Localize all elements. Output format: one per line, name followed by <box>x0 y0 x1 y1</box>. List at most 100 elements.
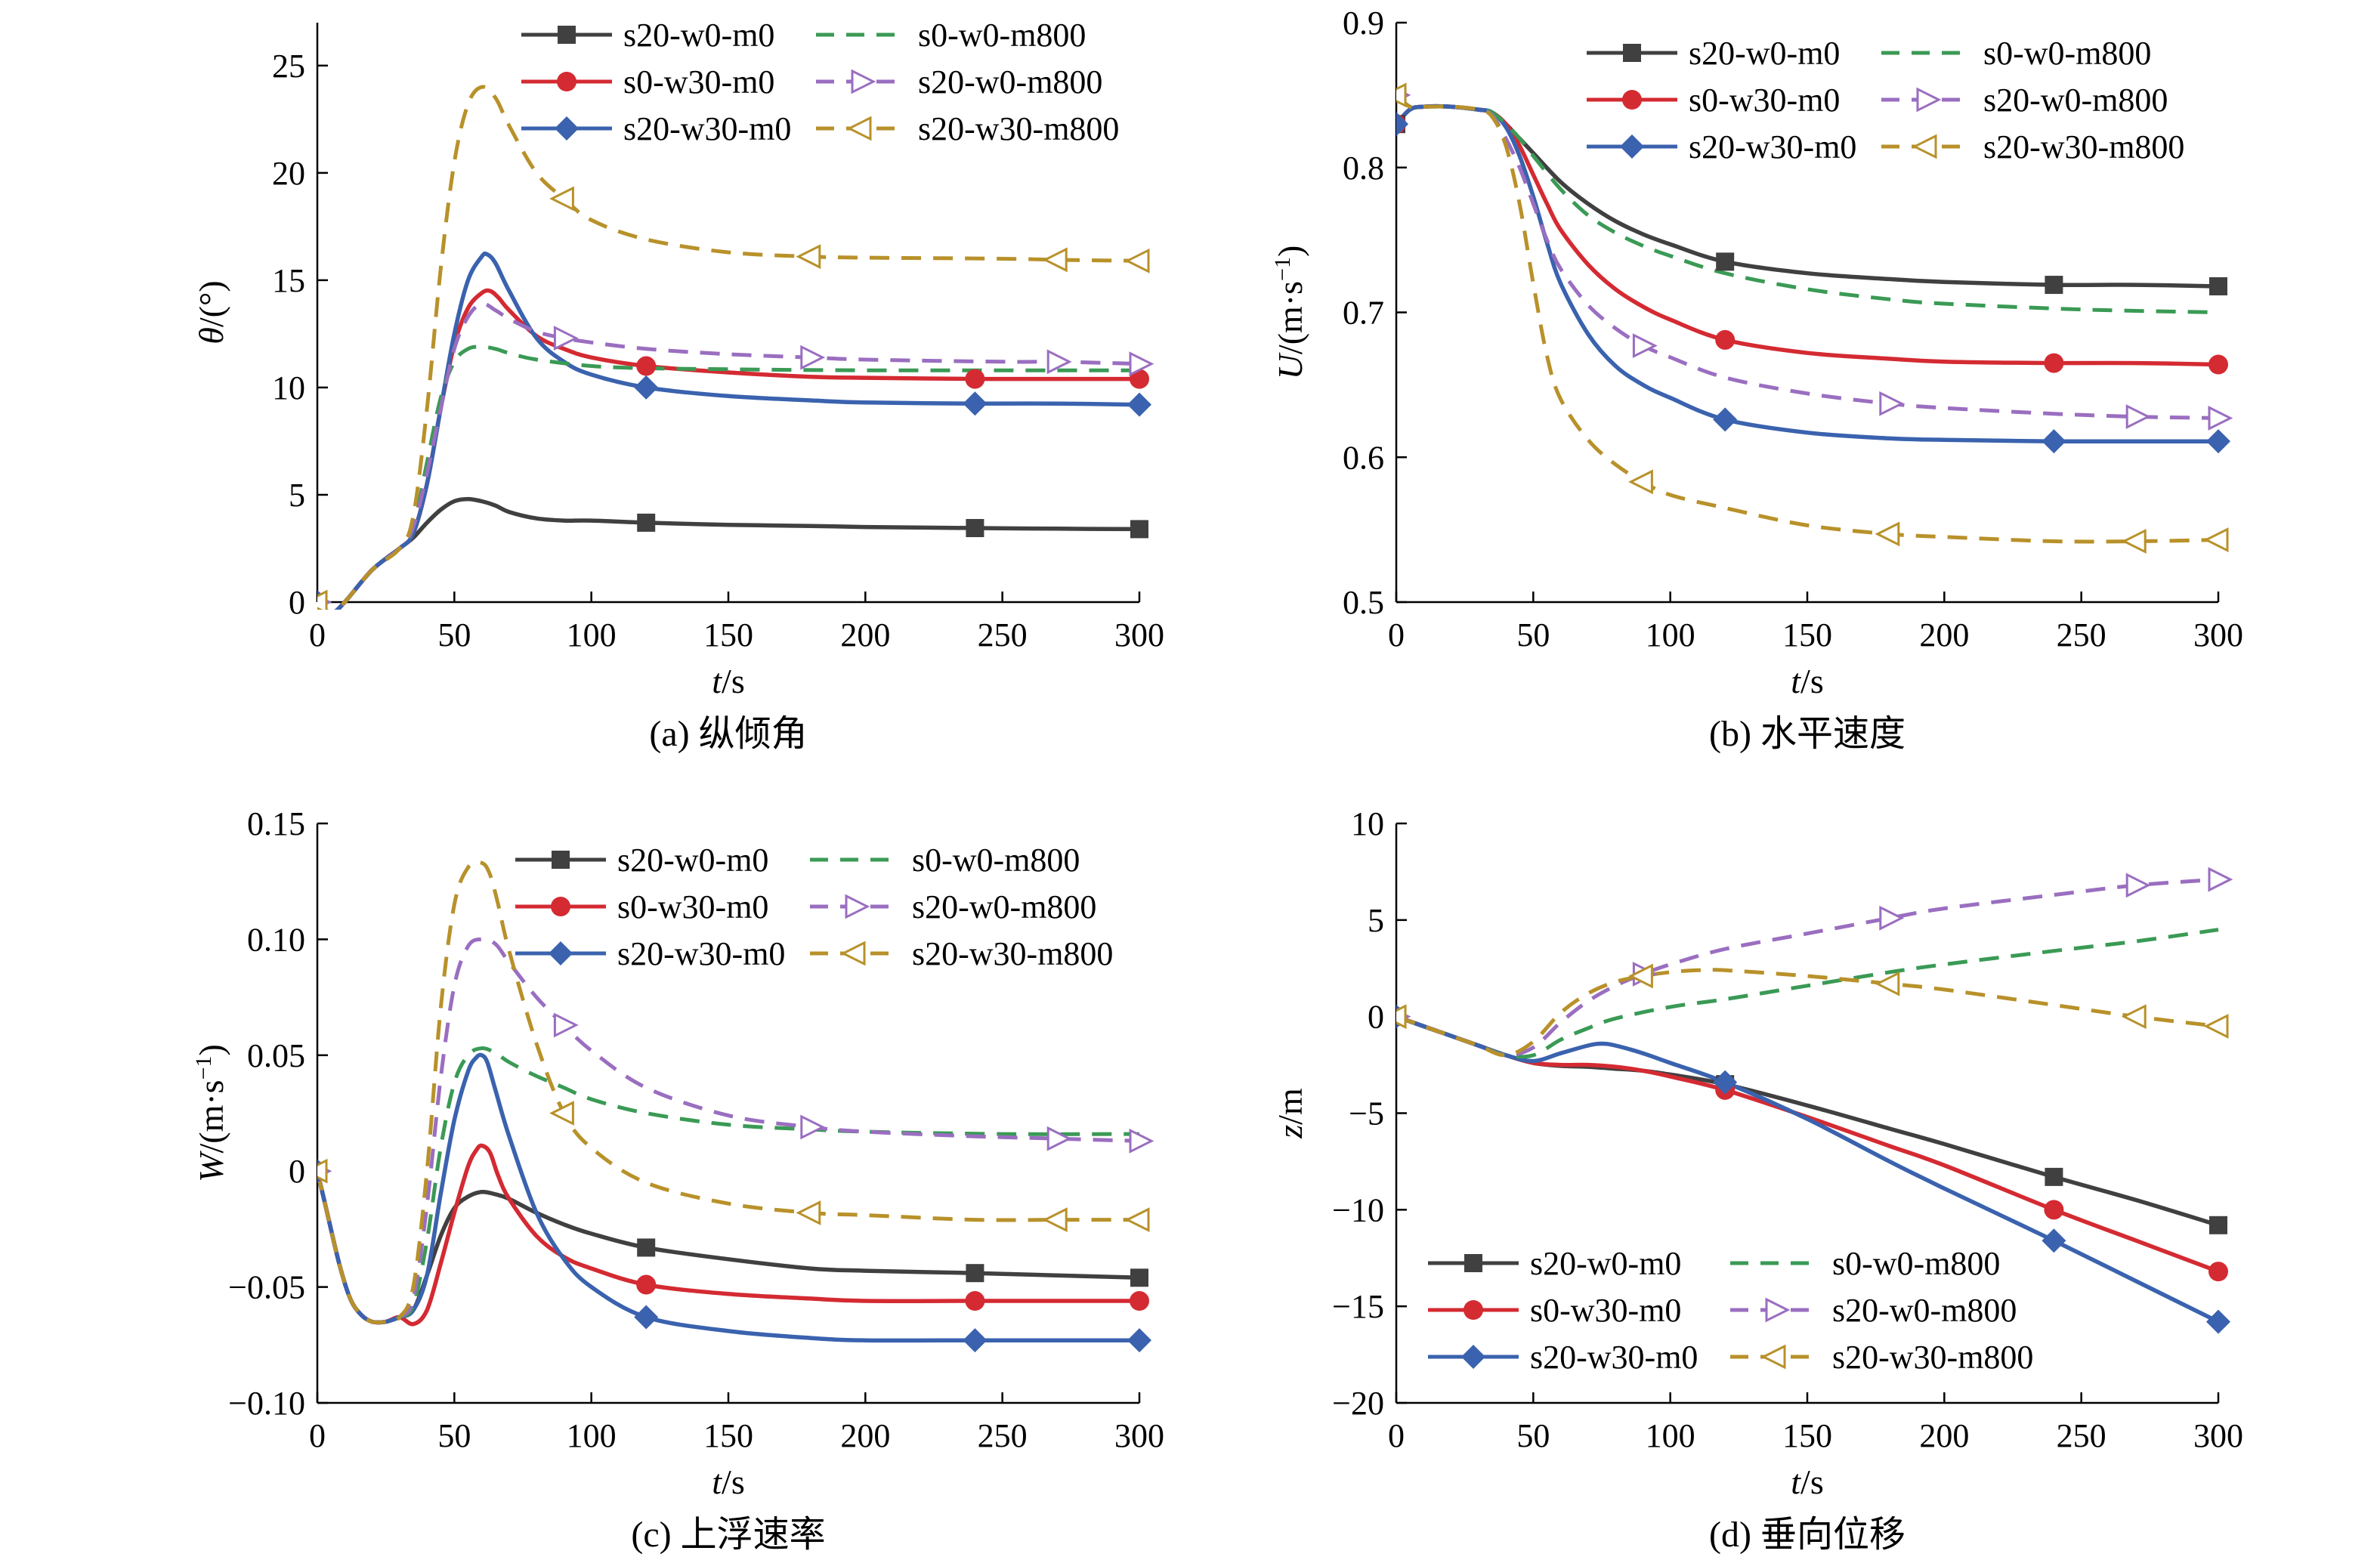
legend: s20-w0-m0 s0-w0-m800 s0-w30-m0 s20-w0-m800 s… <box>521 17 1119 147</box>
data-point-s20-w0-m800 <box>1046 1126 1072 1151</box>
plot-area <box>317 860 1154 1353</box>
y-tick-label: −0.05 <box>228 1269 305 1306</box>
legend-label-s20-w0-m800: s20-w0-m800 <box>1983 82 2168 119</box>
legend-label-s20-w30-m0: s20-w30-m0 <box>1530 1339 1698 1376</box>
data-point-s20-w30-m800 <box>1875 971 1900 996</box>
x-tick-label: 150 <box>1782 1417 1832 1454</box>
data-point-s20-w0-m800 <box>1879 905 1905 931</box>
data-point-s20-w0-m0 <box>1716 252 1735 271</box>
data-point-s20-w0-m0 <box>966 1264 984 1283</box>
legend-marker-s20-w0-m800 <box>851 69 876 94</box>
data-point-s20-w30-m0 <box>2042 1228 2066 1253</box>
legend-label-s0-w0-m800: s0-w0-m800 <box>918 17 1086 54</box>
data-point-s20-w0-m800 <box>553 326 579 351</box>
data-point-s20-w30-m0 <box>1713 407 1738 432</box>
data-point-s20-w30-m800 <box>1628 963 1653 989</box>
legend-marker-s20-w30-m0 <box>549 941 573 965</box>
data-point-s20-w30-m800 <box>1875 521 1900 547</box>
legend-marker-s20-w30-m800 <box>1760 1344 1786 1370</box>
x-tick-label: 100 <box>567 616 617 653</box>
legend-label-s20-w30-m800: s20-w30-m800 <box>1983 128 2184 165</box>
series-line-s20-w30-m800 <box>1396 968 2219 1058</box>
data-point-s20-w0-m0 <box>637 1238 656 1257</box>
y-tick-label: 20 <box>272 155 305 192</box>
y-tick-label: 10 <box>1351 805 1384 842</box>
data-point-s0-w30-m0 <box>1715 329 1736 350</box>
data-point-s20-w30-m0 <box>2206 1309 2230 1334</box>
legend-label-s20-w0-m800: s20-w0-m800 <box>912 888 1096 925</box>
legend-label-s0-w30-m0: s0-w30-m0 <box>1530 1292 1681 1329</box>
legend-marker-s20-w0-m0 <box>1464 1254 1482 1272</box>
legend-marker-s0-w30-m0 <box>1464 1300 1483 1320</box>
y-tick-label: 0 <box>1368 999 1384 1036</box>
data-point-s20-w30-m800 <box>549 1101 574 1126</box>
legend-marker-s20-w0-m800 <box>845 894 870 919</box>
data-point-s20-w30-m800 <box>796 244 821 270</box>
legend: s20-w0-m0 s0-w0-m800 s0-w30-m0 s20-w0-m800 s… <box>1587 35 2184 165</box>
y-axis-label: z/m <box>1271 1088 1309 1139</box>
chart-panel-d: 0 50 100 150 200 250 300 −20 −15 −10 −5 0 5 10 t/s z/m (… <box>1271 805 2243 1555</box>
x-tick-label: 150 <box>703 616 753 653</box>
panel-caption: (b) 水平速度 <box>1709 714 1906 754</box>
data-point-s0-w30-m0 <box>965 1291 985 1311</box>
legend-label-s20-w30-m0: s20-w30-m0 <box>1689 128 1856 165</box>
y-tick-label: 0.5 <box>1343 584 1384 621</box>
y-axis-label: W/(m·s−1) <box>191 1044 231 1182</box>
legend-marker-s20-w0-m0 <box>552 851 570 869</box>
data-point-s20-w0-m0 <box>1130 520 1148 539</box>
legend-marker-s20-w30-m0 <box>555 116 579 141</box>
x-tick-label: 50 <box>1516 1417 1550 1454</box>
data-point-s20-w0-m800 <box>553 1012 579 1038</box>
data-point-s20-w0-m0 <box>2209 1216 2227 1234</box>
data-point-s0-w30-m0 <box>965 369 985 389</box>
x-tick-label: 0 <box>309 1417 326 1454</box>
x-tick-label: 100 <box>567 1417 617 1454</box>
x-axis-label: t/s <box>712 1463 744 1501</box>
x-tick-label: 250 <box>978 1417 1028 1454</box>
data-point-s20-w0-m800 <box>800 344 826 370</box>
legend-label-s20-w0-m0: s20-w0-m0 <box>1530 1245 1681 1282</box>
y-tick-label: 0.10 <box>247 921 305 958</box>
data-point-s20-w30-m0 <box>963 1328 988 1353</box>
data-point-s0-w30-m0 <box>2044 353 2064 373</box>
x-tick-label: 300 <box>1114 1417 1164 1454</box>
data-point-s0-w30-m0 <box>2208 354 2228 375</box>
series-line-s0-w0-m800 <box>317 1046 1140 1325</box>
y-tick-label: 10 <box>272 369 305 406</box>
legend-marker-s20-w0-m800 <box>1916 87 1942 113</box>
series-line-s20-w0-m800 <box>1396 877 2219 1058</box>
x-tick-label: 0 <box>309 616 326 653</box>
data-point-s20-w30-m0 <box>634 1305 659 1330</box>
legend-marker-s0-w30-m0 <box>551 897 570 916</box>
data-point-s20-w0-m800 <box>1632 333 1658 359</box>
data-point-s20-w0-m800 <box>2125 873 2151 898</box>
legend-marker-s20-w0-m0 <box>1623 44 1641 62</box>
y-tick-label: −0.10 <box>228 1385 305 1422</box>
series-line-s20-w30-m0 <box>317 251 1140 610</box>
y-tick-label: 15 <box>272 262 305 299</box>
x-axis-label: t/s <box>712 662 744 700</box>
x-tick-label: 250 <box>2057 1417 2106 1454</box>
x-tick-label: 0 <box>1388 616 1405 653</box>
y-tick-label: −15 <box>1332 1288 1384 1325</box>
data-point-s20-w30-m800 <box>796 1200 821 1225</box>
panel-caption: (d) 垂向位移 <box>1709 1515 1906 1555</box>
data-point-s20-w30-m800 <box>2121 529 2147 554</box>
legend-marker-s20-w30-m0 <box>1461 1345 1485 1369</box>
data-point-s20-w0-m0 <box>2045 1167 2063 1186</box>
chart-panel-b: 0 50 100 150 200 250 300 0.5 0.6 0.7 0.8 0.9 t/s U/(m… <box>1270 5 2244 754</box>
series-line-s20-w30-m800 <box>317 85 1140 610</box>
y-tick-label: 0.05 <box>247 1037 305 1074</box>
legend-label-s20-w0-m0: s20-w0-m0 <box>617 842 768 879</box>
data-point-s20-w30-m0 <box>1713 1070 1738 1095</box>
data-point-s20-w30-m800 <box>1042 1207 1068 1233</box>
data-point-s0-w30-m0 <box>1130 1291 1149 1311</box>
y-tick-label: 0.15 <box>247 805 305 842</box>
x-tick-label: 300 <box>2193 1417 2243 1454</box>
legend: s20-w0-m0 s0-w0-m800 s0-w30-m0 s20-w0-m800 s… <box>1428 1245 2033 1376</box>
data-point-s20-w0-m800 <box>1129 1128 1154 1154</box>
data-point-s20-w30-m800 <box>2203 1014 2229 1039</box>
legend-label-s20-w0-m800: s20-w0-m800 <box>1832 1292 2017 1329</box>
series-line-s0-w0-m800 <box>1396 928 2219 1059</box>
